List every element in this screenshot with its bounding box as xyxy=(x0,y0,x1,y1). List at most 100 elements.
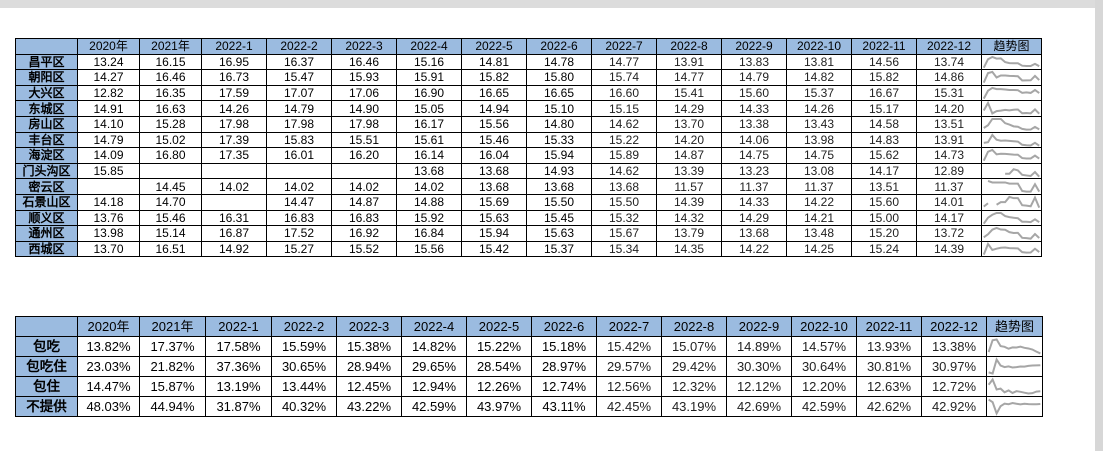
meal-value-cell: 42.45% xyxy=(596,396,662,417)
district-sparkline-line xyxy=(984,103,1039,114)
district-table-row: 丰台区 14.79 15.02 17.39 15.83 15.51 15.61 15.46 15… xyxy=(15,131,1042,149)
district-sparkline-line xyxy=(1005,169,1039,176)
district-value-cell: 16.01 xyxy=(266,147,332,164)
district-sparkline-line xyxy=(984,72,1039,83)
district-value-cell: 14.91 xyxy=(77,100,140,117)
district-value-cell: 15.32 xyxy=(591,209,657,227)
district-value-cell: 16.83 xyxy=(331,209,397,227)
district-value-cell: 15.16 xyxy=(396,53,462,71)
district-value-cell: 14.70 xyxy=(139,193,202,211)
district-sparkline-cell xyxy=(981,178,1042,195)
district-value-cell: 15.91 xyxy=(396,69,462,86)
district-sparkline-line xyxy=(984,244,1039,255)
district-column-header: 2022-1 xyxy=(201,38,267,55)
district-value-cell: 15.83 xyxy=(266,131,332,149)
district-value-cell: 16.65 xyxy=(461,84,527,102)
meal-value-cell: 44.94% xyxy=(139,396,206,417)
district-value-cell: 15.92 xyxy=(396,209,462,227)
district-value-cell: 17.06 xyxy=(331,84,397,102)
district-value-cell: 13.74 xyxy=(916,53,982,71)
meal-column-header: 2022-5 xyxy=(466,316,532,337)
district-value-cell: 16.83 xyxy=(266,209,332,227)
district-value-cell: 15.31 xyxy=(916,84,982,102)
district-value-cell: 13.68 xyxy=(721,225,787,242)
district-table-row: 海淀区 14.09 16.80 17.35 16.01 16.20 16.14 16.04 15… xyxy=(15,147,1042,164)
district-value-cell: 17.98 xyxy=(201,115,267,133)
meal-sparkline-chart xyxy=(987,377,1042,396)
district-value-cell: 14.94 xyxy=(461,100,527,117)
meal-column-header: 2022-12 xyxy=(921,316,987,337)
district-value-cell: 14.81 xyxy=(461,53,527,71)
meal-value-cell: 17.37% xyxy=(139,336,206,357)
meal-value-cell: 43.22% xyxy=(336,396,402,417)
meal-value-cell: 12.12% xyxy=(726,376,792,397)
district-table-row: 密云区 14.45 14.02 14.02 14.02 14.02 13.68 13.68 13… xyxy=(15,178,1042,195)
district-value-cell: 15.28 xyxy=(139,115,202,133)
district-table-row: 昌平区 13.24 16.15 16.95 16.37 16.46 15.16 14.81 14… xyxy=(15,53,1042,71)
meal-row-label: 不提供 xyxy=(15,396,78,417)
district-value-cell: 15.67 xyxy=(591,225,657,242)
district-value-cell: 13.08 xyxy=(786,162,852,180)
district-value-cell: 14.62 xyxy=(591,115,657,133)
district-value-cell: 15.82 xyxy=(851,69,917,86)
meal-value-cell: 40.32% xyxy=(271,396,337,417)
district-value-cell: 16.60 xyxy=(591,84,657,102)
district-value-cell: 13.79 xyxy=(656,225,722,242)
district-value-cell: 15.14 xyxy=(139,225,202,242)
meal-value-cell: 15.07% xyxy=(661,336,727,357)
meal-value-cell: 12.26% xyxy=(466,376,532,397)
top-gray-strip xyxy=(0,0,1103,8)
district-value-cell: 15.63 xyxy=(526,225,592,242)
district-column-header xyxy=(15,38,78,55)
meal-sparkline-cell xyxy=(986,396,1043,417)
district-value-cell: 15.15 xyxy=(591,100,657,117)
district-row-label: 丰台区 xyxy=(15,131,78,149)
meal-value-cell: 42.62% xyxy=(856,396,922,417)
meal-row-label: 包吃 xyxy=(15,336,78,357)
district-value-cell: 16.87 xyxy=(201,225,267,242)
district-value-cell: 15.50 xyxy=(591,193,657,211)
district-value-cell: 14.02 xyxy=(266,178,332,195)
meal-value-cell: 12.63% xyxy=(856,376,922,397)
meal-table-body: 包吃 13.82% 17.37% 17.58% 15.59% 15.38% 14.82% 15… xyxy=(15,336,1043,417)
district-value-cell: 16.37 xyxy=(266,53,332,71)
district-value-cell: 16.31 xyxy=(201,209,267,227)
district-value-cell: 14.02 xyxy=(201,178,267,195)
meal-value-cell: 30.97% xyxy=(921,356,987,377)
meal-sparkline-cell xyxy=(986,376,1043,397)
district-value-cell: 15.17 xyxy=(851,100,917,117)
district-table-row: 石景山区 14.18 14.70 14.47 14.87 14.88 15.69 15.50 1… xyxy=(15,193,1042,211)
district-value-cell: 14.77 xyxy=(591,53,657,71)
district-value-cell: 13.72 xyxy=(916,225,982,242)
district-column-header: 2022-4 xyxy=(396,38,462,55)
district-value-cell: 14.27 xyxy=(77,69,140,86)
district-sparkline-cell xyxy=(981,240,1042,258)
district-value-cell: 15.02 xyxy=(139,131,202,149)
district-row-label: 顺义区 xyxy=(15,209,78,227)
district-table-row: 西城区 13.70 16.51 14.92 15.27 15.52 15.56 15.42 15… xyxy=(15,240,1042,258)
meal-column-header: 2022-6 xyxy=(531,316,597,337)
district-sparkline-chart xyxy=(982,101,1041,116)
district-value-cell xyxy=(331,162,397,180)
meal-column-header: 2022-9 xyxy=(726,316,792,337)
district-table-row: 大兴区 12.82 16.35 17.59 17.07 17.06 16.90 16.65 16… xyxy=(15,84,1042,102)
district-column-header: 2022-7 xyxy=(591,38,657,55)
district-value-cell: 16.67 xyxy=(851,84,917,102)
district-value-cell: 13.68 xyxy=(526,178,592,195)
meal-value-cell: 43.11% xyxy=(531,396,597,417)
district-column-header: 2022-5 xyxy=(461,38,527,55)
meal-header-row: 2020年 2021年 2022-1 2022-2 2022-3 2022-4 2022-5… xyxy=(15,316,1043,337)
district-value-cell: 15.61 xyxy=(396,131,462,149)
district-value-cell: 13.38 xyxy=(721,115,787,133)
district-value-cell: 15.93 xyxy=(331,69,397,86)
district-value-cell: 16.73 xyxy=(201,69,267,86)
meal-value-cell: 31.87% xyxy=(205,396,272,417)
district-row-label: 海淀区 xyxy=(15,147,78,164)
district-value-cell: 14.87 xyxy=(656,147,722,164)
district-sparkline-cell xyxy=(981,193,1042,211)
district-value-cell: 14.17 xyxy=(851,162,917,180)
district-value-cell: 14.10 xyxy=(77,115,140,133)
district-value-cell: 14.39 xyxy=(656,193,722,211)
district-value-cell: 14.80 xyxy=(526,115,592,133)
district-value-cell: 14.73 xyxy=(916,147,982,164)
